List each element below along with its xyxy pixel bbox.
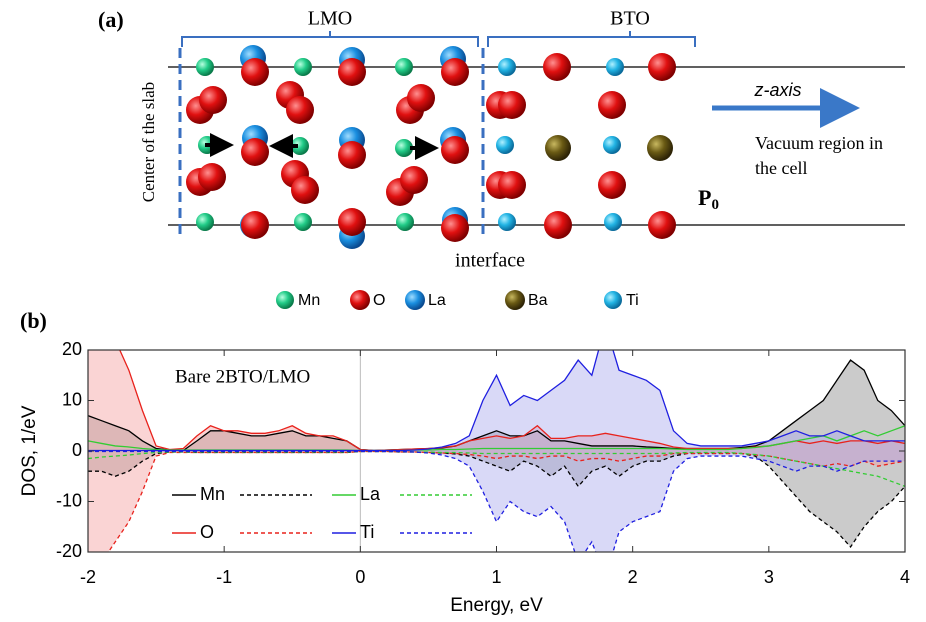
- x-tick-label: 1: [491, 567, 501, 587]
- x-tick-label: 0: [355, 567, 365, 587]
- atom-legend: Mn O La Ba Ti: [276, 290, 639, 310]
- atom: [498, 58, 516, 76]
- polarization-subscript: 0: [711, 197, 719, 213]
- atom: [603, 136, 621, 154]
- atom: [338, 141, 366, 169]
- panel-label: (b): [20, 308, 47, 333]
- region-label: the cell: [755, 158, 807, 178]
- atom: [338, 58, 366, 86]
- y-tick-label: 0: [72, 440, 82, 460]
- atom: [598, 91, 626, 119]
- bto-bracket: [488, 31, 695, 47]
- group-label: LMO: [308, 8, 352, 30]
- legend-label: Ti: [626, 292, 639, 309]
- legend-atom: [405, 290, 425, 310]
- structure-diagram: (a) LMO BTO z-axis Vacuum region in the …: [98, 7, 905, 310]
- axis-label: z-axis: [753, 80, 801, 100]
- atom: [294, 213, 312, 231]
- atom: [441, 136, 469, 164]
- y-tick-label: -10: [56, 490, 82, 510]
- lmo-bracket: [182, 31, 478, 47]
- atom: [496, 136, 514, 154]
- legend-atom: [604, 291, 622, 309]
- side-label: Center of the slab: [139, 82, 158, 202]
- atom: [400, 166, 428, 194]
- atom: [199, 86, 227, 114]
- figure: (a) LMO BTO z-axis Vacuum region in the …: [0, 0, 926, 622]
- atom: [544, 211, 572, 239]
- atom: [648, 211, 676, 239]
- atom: [606, 58, 624, 76]
- legend-label: O: [373, 292, 385, 309]
- legend-atom: [276, 291, 294, 309]
- y-tick-label: -20: [56, 541, 82, 561]
- y-tick-label: 10: [62, 389, 82, 409]
- atom: [498, 171, 526, 199]
- atom: [407, 84, 435, 112]
- atom: [498, 213, 516, 231]
- legend-label: O: [200, 522, 214, 542]
- x-tick-label: 2: [628, 567, 638, 587]
- atom: [604, 213, 622, 231]
- legend-label: Mn: [200, 484, 225, 504]
- atom: [198, 163, 226, 191]
- region-label: Vacuum region in: [755, 133, 883, 153]
- atom: [395, 58, 413, 76]
- legend-label: Ba: [528, 292, 548, 309]
- x-tick-label: -2: [80, 567, 96, 587]
- group-label: BTO: [610, 8, 650, 30]
- annotation: Bare 2BTO/LMO: [175, 366, 310, 387]
- atom: [648, 53, 676, 81]
- atom: [441, 214, 469, 242]
- x-tick-label: 3: [764, 567, 774, 587]
- polarization-symbol: P: [698, 185, 711, 210]
- atom: [196, 213, 214, 231]
- atom: [291, 176, 319, 204]
- legend-atom: [505, 290, 525, 310]
- x-axis-title: Energy, eV: [450, 595, 543, 616]
- legend-label: La: [428, 292, 446, 309]
- atom: [294, 58, 312, 76]
- atom: [241, 58, 269, 86]
- atom: [441, 58, 469, 86]
- atom: [196, 58, 214, 76]
- atom: [543, 53, 571, 81]
- legend-label: Mn: [298, 292, 320, 309]
- atom: [598, 171, 626, 199]
- legend-atom: [350, 290, 370, 310]
- y-axis-title: DOS, 1/eV: [19, 405, 40, 496]
- legend-label: Ti: [360, 522, 374, 542]
- atoms: [186, 45, 676, 249]
- legend-label: La: [360, 484, 381, 504]
- panel-label: (a): [98, 7, 124, 32]
- atom: [396, 213, 414, 231]
- interface-label: interface: [455, 250, 525, 272]
- y-tick-label: 20: [62, 339, 82, 359]
- polarization-label: P0: [698, 185, 719, 213]
- page: (a) LMO BTO z-axis Vacuum region in the …: [0, 0, 926, 622]
- atom: [338, 208, 366, 236]
- atom: [647, 135, 673, 161]
- atom: [545, 135, 571, 161]
- atom: [498, 91, 526, 119]
- atom: [241, 138, 269, 166]
- x-tick-label: 4: [900, 567, 910, 587]
- atom: [241, 211, 269, 239]
- x-tick-label: -1: [216, 567, 232, 587]
- atom: [286, 96, 314, 124]
